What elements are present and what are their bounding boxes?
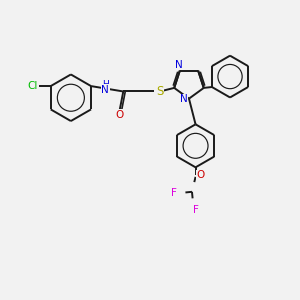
Text: F: F (193, 205, 199, 215)
Text: O: O (115, 110, 123, 120)
Text: S: S (156, 85, 164, 98)
Text: F: F (171, 188, 177, 198)
Text: H: H (102, 80, 109, 88)
Text: Cl: Cl (28, 80, 38, 91)
Text: N: N (180, 94, 188, 104)
Text: O: O (197, 170, 205, 180)
Text: N: N (101, 85, 109, 95)
Text: N: N (176, 60, 183, 70)
